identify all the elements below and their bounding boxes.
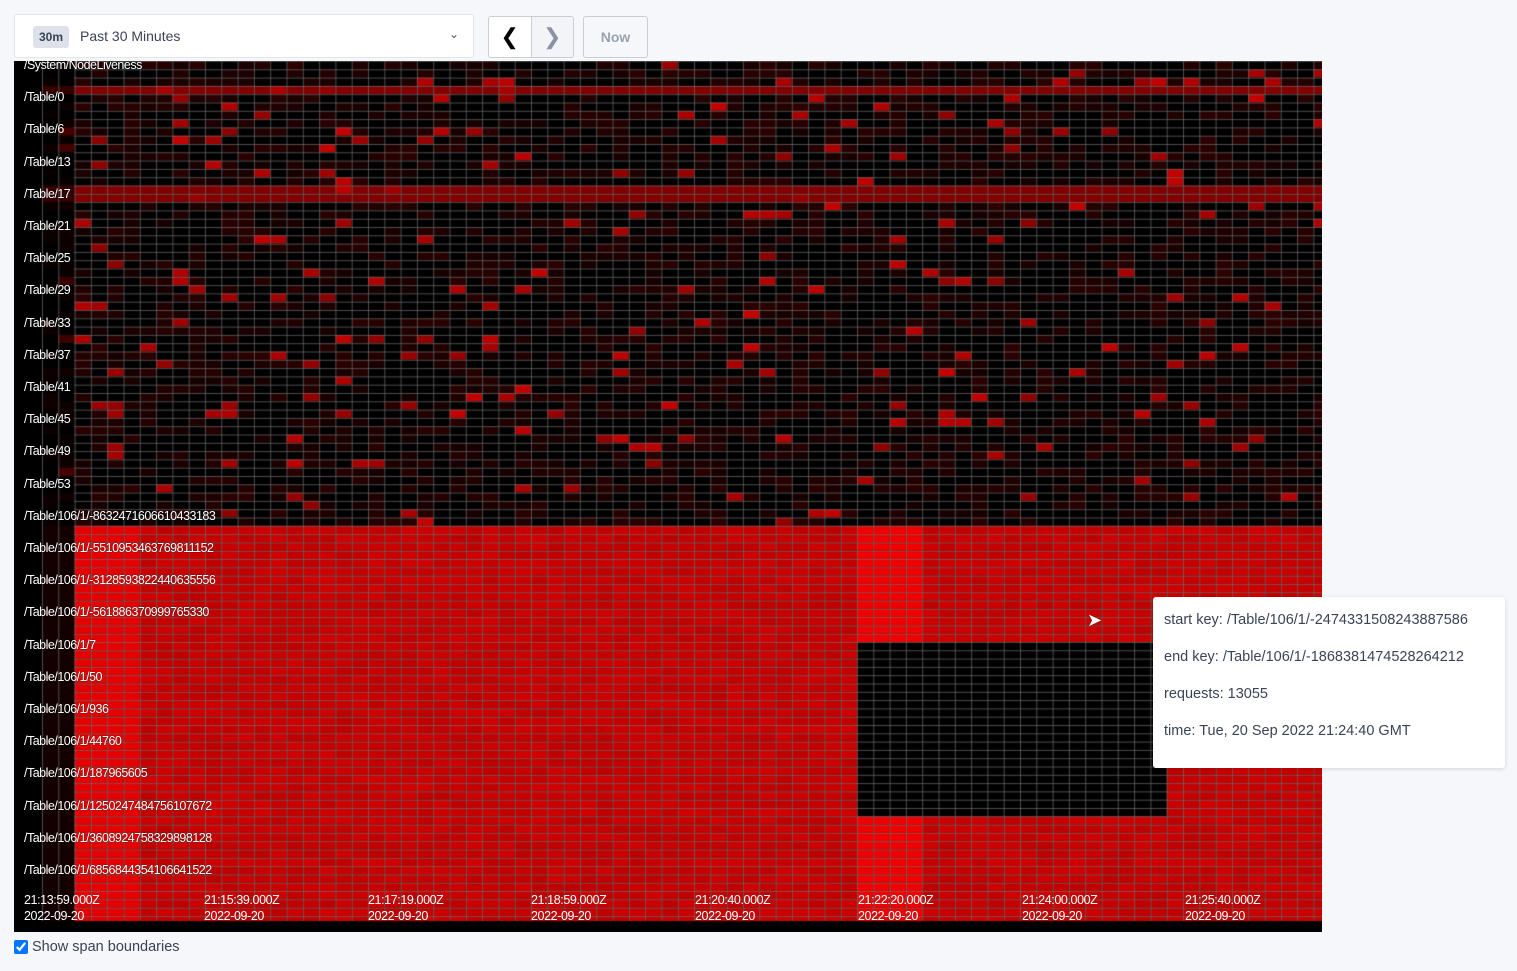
time-label-time: 21:13:59.000Z [24, 893, 100, 907]
time-axis-label: 21:24:00.000Z 2022-09-20 [1022, 892, 1098, 924]
key-label: /Table/33 [24, 315, 71, 330]
key-label: /Table/106/1/-8632471606610433183 [24, 508, 216, 523]
time-label-date: 2022-09-20 [24, 909, 84, 923]
time-label-time: 21:15:39.000Z [204, 893, 280, 907]
key-label: /System/NodeLiveness [24, 61, 142, 72]
key-label: /Table/106/1/50 [24, 669, 103, 684]
key-label: /Table/106/1/-3128593822440635556 [24, 573, 216, 588]
time-label-date: 2022-09-20 [695, 909, 755, 923]
key-label: /Table/41 [24, 380, 71, 394]
key-label: /Table/13 [24, 154, 71, 169]
heatmap-cells[interactable] [14, 61, 1322, 932]
time-range-label: Past 30 Minutes [80, 28, 181, 44]
key-label: /Table/37 [24, 347, 71, 362]
key-label: /Table/45 [24, 412, 71, 427]
span-tooltip: start key: /Table/106/1/-247433150824388… [1153, 597, 1505, 768]
key-label: /Table/25 [24, 251, 71, 266]
tooltip-end-key: end key: /Table/106/1/-18683814745282642… [1164, 649, 1464, 665]
time-axis-label: 21:25:40.000Z 2022-09-20 [1185, 892, 1261, 924]
time-nav-group: ❮ ❯ [488, 16, 574, 58]
time-label-date: 2022-09-20 [204, 909, 264, 923]
time-label-date: 2022-09-20 [531, 909, 591, 923]
next-button[interactable]: ❯ [530, 17, 573, 57]
tooltip-requests: requests: 13055 [1164, 686, 1268, 702]
time-axis-label: 21:13:59.000Z 2022-09-20 [24, 892, 100, 924]
key-label: /Table/106/1/1250247484756107672 [24, 798, 212, 813]
time-range-badge: 30m [33, 26, 69, 48]
time-label-time: 21:17:19.000Z [368, 893, 444, 907]
tooltip-start-key: start key: /Table/106/1/-247433150824388… [1164, 612, 1468, 628]
key-label: /Table/106/1/936 [24, 702, 109, 716]
chevron-right-icon: ❯ [543, 24, 562, 49]
show-span-boundaries-toggle[interactable]: Show span boundaries [14, 939, 180, 955]
time-axis-label: 21:20:40.000Z 2022-09-20 [695, 892, 771, 924]
chevron-down-icon[interactable]: ⌄ [448, 27, 459, 41]
key-label: /Table/0 [24, 90, 64, 105]
previous-button[interactable]: ❮ [489, 17, 531, 57]
chevron-left-icon: ❮ [500, 24, 519, 49]
key-label: /Table/29 [24, 283, 71, 298]
tooltip-time: time: Tue, 20 Sep 2022 21:24:40 GMT [1164, 723, 1411, 739]
key-label: /Table/106/1/-5510953463769811152 [24, 541, 214, 555]
time-label-time: 21:18:59.000Z [531, 893, 607, 907]
time-axis-label: 21:15:39.000Z 2022-09-20 [204, 892, 280, 924]
time-axis-label: 21:17:19.000Z 2022-09-20 [368, 892, 444, 924]
key-label: /Table/49 [24, 444, 71, 459]
time-label-date: 2022-09-20 [858, 909, 918, 923]
time-axis-label: 21:18:59.000Z 2022-09-20 [531, 892, 607, 924]
key-label: /Table/106/1/3608924758329898128 [24, 830, 212, 845]
time-axis-label: 21:22:20.000Z 2022-09-20 [858, 892, 934, 924]
time-label-time: 21:20:40.000Z [695, 893, 771, 907]
now-button[interactable]: Now [583, 16, 648, 58]
time-label-date: 2022-09-20 [368, 909, 428, 923]
key-label: /Table/17 [24, 186, 71, 201]
time-label-date: 2022-09-20 [1185, 909, 1245, 923]
key-label: /Table/106/1/6856844354106641522 [24, 863, 212, 877]
key-label: /Table/106/1/44760 [24, 734, 122, 749]
key-label: /Table/21 [24, 219, 71, 233]
time-range-picker[interactable]: 30m Past 30 Minutes ⌄ [14, 14, 474, 58]
time-label-time: 21:25:40.000Z [1185, 893, 1261, 907]
mouse-cursor-icon: ➤ [1087, 610, 1103, 630]
time-label-date: 2022-09-20 [1022, 909, 1082, 923]
show-span-boundaries-label: Show span boundaries [32, 939, 180, 955]
time-label-time: 21:24:00.000Z [1022, 893, 1098, 907]
key-label: /Table/106/1/187965605 [24, 766, 148, 781]
show-span-boundaries-checkbox[interactable] [14, 940, 28, 954]
key-visualizer-heatmap[interactable]: /System/NodeLiveness/Table/0/Table/6/Tab… [14, 61, 1322, 932]
time-label-time: 21:22:20.000Z [858, 893, 934, 907]
key-label: /Table/6 [24, 122, 64, 137]
key-label: /Table/53 [24, 476, 71, 491]
key-label: /Table/106/1/7 [24, 637, 96, 652]
key-label: /Table/106/1/-561886370999765330 [24, 605, 209, 620]
